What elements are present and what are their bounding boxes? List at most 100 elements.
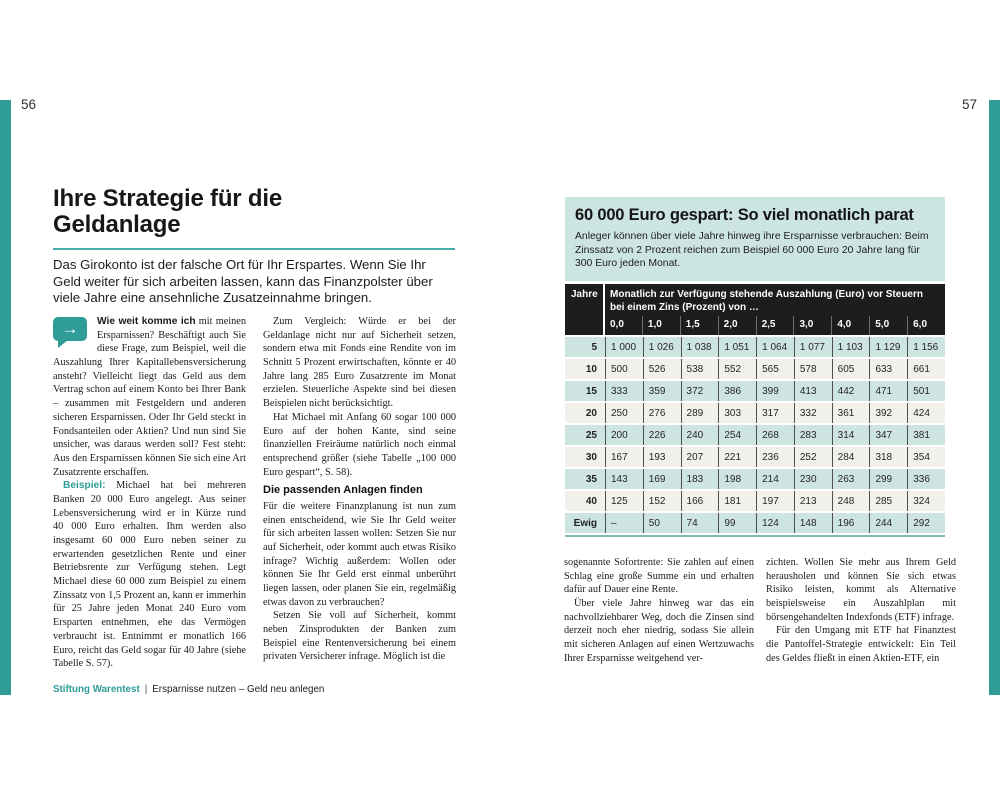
table-row: 25 200 226 240 254 268 283 314 347 381 [565, 425, 945, 446]
row-label: 10 [585, 363, 597, 375]
table-cell: 314 [831, 425, 870, 446]
table-header-right: Monatlich zur Verfügung stehende Auszahl… [605, 284, 945, 336]
rate-header-cell: 0,0 [610, 319, 624, 331]
speech-bubble-tail [58, 340, 68, 348]
right-column-1: sogenannte Sofortrente: Sie zahlen auf e… [564, 556, 754, 666]
table-cell: 99 [718, 513, 756, 534]
table-cell: 207 [680, 447, 719, 468]
table-cell: 1 051 [718, 337, 756, 358]
paragraph: Wie weit komme ich mit meinen Ersparniss… [53, 315, 246, 479]
table-row: 5 1 000 1 026 1 038 1 051 1 064 1 077 1 103 1 12… [565, 337, 945, 358]
table-cell: 1 156 [907, 337, 945, 358]
row-label: 25 [585, 429, 597, 441]
paragraph: Für den Umgang mit ETF hat Finanztest di… [766, 625, 956, 664]
left-column-1: → Wie weit komme ich mit meinen Ersparni… [53, 315, 246, 671]
paragraph: Zum Vergleich: Würde er bei der Geldanla… [263, 316, 456, 410]
footer-text: Ersparnisse nutzen – Geld neu anlegen [152, 684, 325, 695]
table-title: 60 000 Euro gespart: So viel monatlich p… [575, 206, 914, 224]
table-cell: 213 [793, 491, 832, 512]
table-cell: 283 [793, 425, 832, 446]
page-footer: Stiftung Warentest | Ersparnisse nutzen – … [53, 684, 324, 695]
table-cell: 333 [605, 381, 643, 402]
table-cell: 197 [756, 491, 794, 512]
paragraph: Setzen Sie voll auf Sicherheit, kommt ne… [263, 610, 456, 663]
rate-header-cell: 1,0 [641, 316, 680, 336]
rate-header-cell: 2,0 [717, 316, 756, 336]
paragraph: zichten. Wollen Sie mehr aus Ihrem Geld … [766, 557, 956, 623]
title-rule [53, 247, 455, 250]
table-cell: 1 103 [831, 337, 870, 358]
rate-header-cell: 1,5 [679, 316, 718, 336]
table-row: Ewig –50 74 99 124 148 196 244 292 [565, 513, 945, 534]
table-bottom-rule [565, 535, 945, 538]
chapter-header: Ihre Strategie für die Geldanlage Das Gi… [53, 185, 455, 307]
row-label: 5 [591, 341, 597, 353]
table-cell: 359 [642, 381, 681, 402]
table-cell: 578 [793, 359, 832, 380]
right-column-2: zichten. Wollen Sie mehr aus Ihrem Geld … [766, 556, 956, 666]
speech-bubble: → [53, 317, 87, 341]
years-column-header: Jahre [565, 284, 605, 336]
table-cell: 501 [907, 381, 945, 402]
row-label: 20 [585, 407, 597, 419]
table-body: 5 1 000 1 026 1 038 1 051 1 064 1 077 1 103 1 12… [565, 337, 945, 534]
table-cell: 254 [718, 425, 756, 446]
table-cell: 336 [907, 469, 945, 490]
table-cell: – [605, 513, 643, 534]
table-cell: 276 [642, 403, 681, 424]
table-cell: 413 [793, 381, 832, 402]
table-title-box: 60 000 Euro gespart: So viel monatlich p… [565, 197, 945, 282]
table-cell: 166 [680, 491, 719, 512]
right-edge-bar [989, 100, 1000, 695]
right-page-columns: sogenannte Sofortrente: Sie zahlen auf e… [564, 556, 956, 666]
table-cell: 183 [680, 469, 719, 490]
table-cell: 167 [605, 447, 643, 468]
table-cell: 50 [642, 513, 681, 534]
table-cell: 1 064 [756, 337, 794, 358]
table-cell: 125 [605, 491, 643, 512]
table-cell: 1 077 [793, 337, 832, 358]
table-cell: 196 [831, 513, 870, 534]
paragraph: Über viele Jahre hinweg war das ein nach… [564, 598, 754, 664]
table-cell: 605 [831, 359, 870, 380]
table-cell: 285 [869, 491, 907, 512]
table-cell: 381 [907, 425, 945, 446]
table-cell: 236 [756, 447, 794, 468]
paragraph-text: Michael hat bei mehreren Banken 20 000 E… [53, 480, 246, 670]
table-cell: 284 [831, 447, 870, 468]
table-cell: 268 [756, 425, 794, 446]
footer-brand: Stiftung Warentest [53, 684, 140, 695]
table-cell: 1 026 [642, 337, 681, 358]
left-edge-bar [0, 100, 11, 695]
table-cell: 354 [907, 447, 945, 468]
table-cell: 214 [756, 469, 794, 490]
table-cell: 372 [680, 381, 719, 402]
arrow-icon: → [61, 318, 79, 338]
table-cell: 299 [869, 469, 907, 490]
rate-header-cell: 3,0 [793, 316, 831, 336]
table-cell: 289 [680, 403, 719, 424]
paragraph: Für die weitere Finanzplanung ist nun zu… [263, 500, 456, 608]
table-cell: 317 [756, 403, 794, 424]
table-row: 10 500 526 538 552 565 578 605 633 661 [565, 359, 945, 380]
table-cell: 1 038 [680, 337, 719, 358]
chapter-intro: Das Girokonto ist der falsche Ort für Ih… [53, 256, 433, 306]
row-label: 35 [585, 473, 597, 485]
table-cell: 661 [907, 359, 945, 380]
table-caption: Anleger können über viele Jahre hinweg i… [575, 231, 929, 270]
table-cell: 424 [907, 403, 945, 424]
example-lead: Beispiel: [63, 480, 106, 492]
table-cell: 252 [793, 447, 832, 468]
table-cell: 74 [680, 513, 719, 534]
table-cell: 193 [642, 447, 681, 468]
table-cell: 324 [907, 491, 945, 512]
left-page-columns: → Wie weit komme ich mit meinen Ersparni… [53, 315, 456, 671]
paragraph: sogenannte Sofortrente: Sie zahlen auf e… [564, 557, 754, 596]
table-cell: 198 [718, 469, 756, 490]
table-header: Jahre Monatlich zur Verfügung stehende A… [565, 284, 945, 336]
table-cell: 143 [605, 469, 643, 490]
table-cell: 230 [793, 469, 832, 490]
table-cell: 392 [869, 403, 907, 424]
table-cell: 221 [718, 447, 756, 468]
